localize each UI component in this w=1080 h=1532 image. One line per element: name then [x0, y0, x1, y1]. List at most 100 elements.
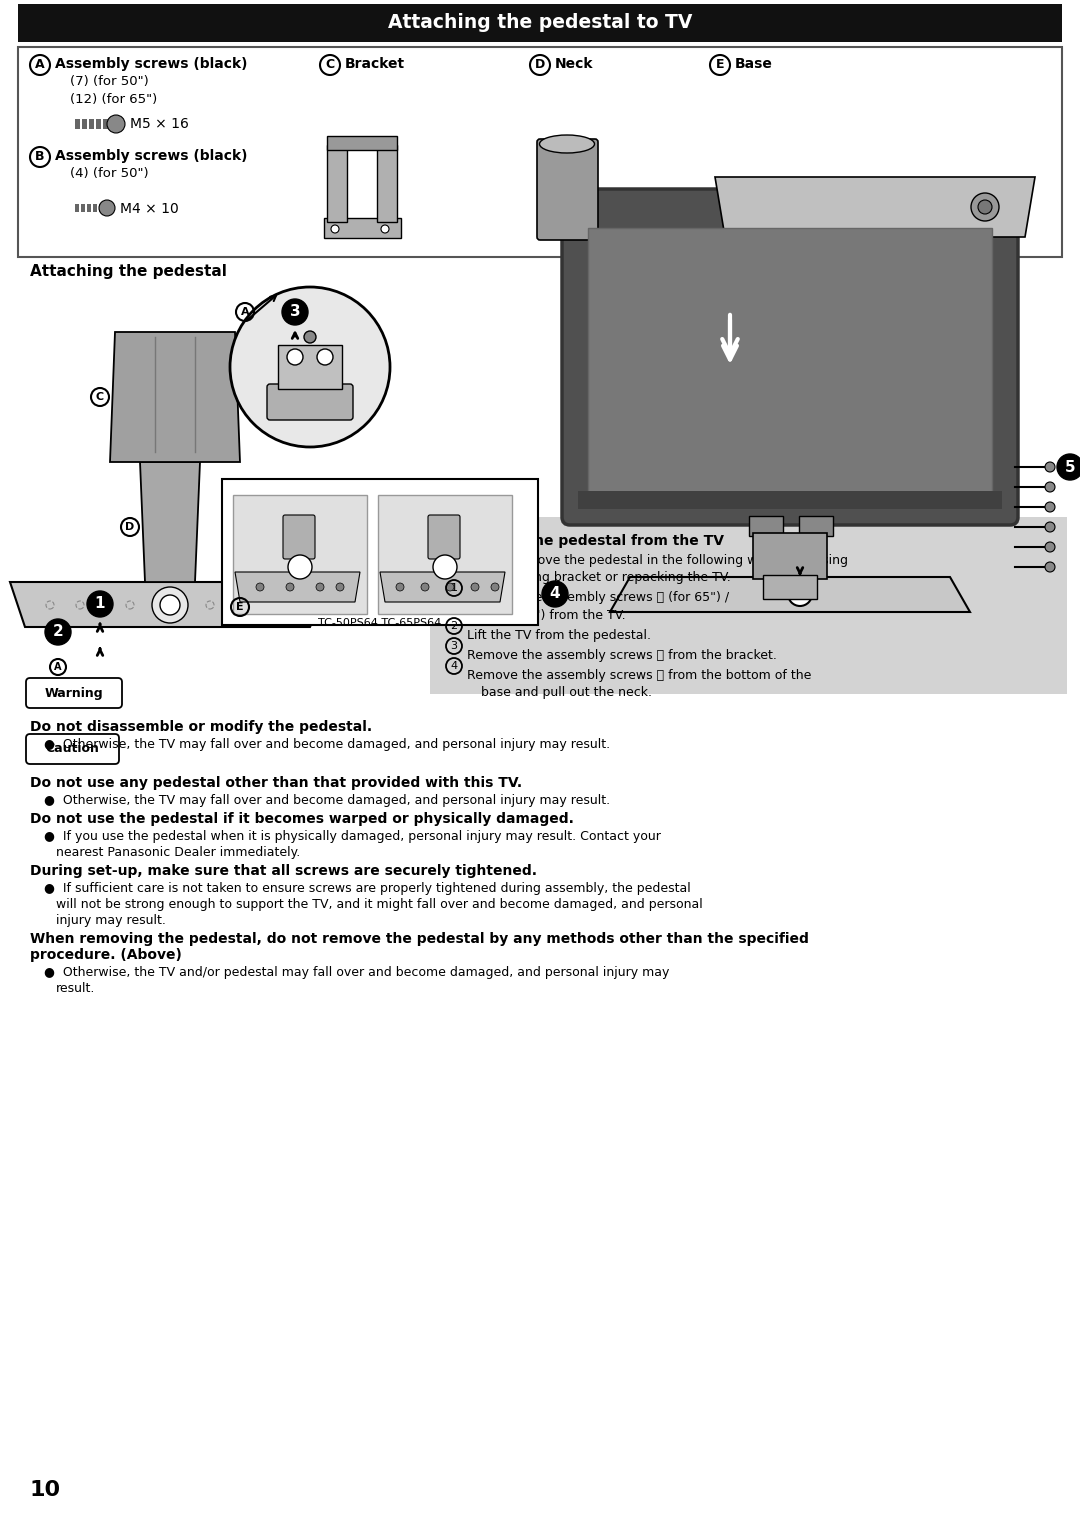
Polygon shape	[715, 178, 1035, 237]
Polygon shape	[10, 582, 330, 627]
Text: 2: 2	[53, 625, 64, 639]
Text: M4 × 10: M4 × 10	[120, 202, 179, 216]
Text: 1: 1	[450, 584, 458, 593]
Text: Remove the assembly screws Ⓐ from the bracket.: Remove the assembly screws Ⓐ from the br…	[467, 650, 777, 662]
Text: result.: result.	[56, 982, 95, 994]
Text: ●  If you use the pedestal when it is physically damaged, personal injury may re: ● If you use the pedestal when it is phy…	[44, 830, 661, 843]
Text: E: E	[716, 58, 725, 72]
Circle shape	[1057, 453, 1080, 480]
Text: A: A	[54, 662, 62, 673]
Text: Warning: Warning	[44, 686, 104, 700]
FancyBboxPatch shape	[378, 495, 512, 614]
Text: Removing the pedestal from the TV: Removing the pedestal from the TV	[445, 535, 724, 548]
Circle shape	[316, 584, 324, 591]
Text: D: D	[125, 522, 135, 532]
FancyBboxPatch shape	[750, 516, 783, 536]
FancyBboxPatch shape	[283, 515, 315, 559]
Circle shape	[318, 349, 333, 365]
Text: Remove the assembly screws Ⓐ (for 65") /: Remove the assembly screws Ⓐ (for 65") /	[467, 591, 729, 604]
Circle shape	[288, 555, 312, 579]
Circle shape	[330, 225, 339, 233]
FancyBboxPatch shape	[96, 119, 102, 129]
FancyBboxPatch shape	[324, 218, 401, 237]
Text: ●  Otherwise, the TV and/or pedestal may fall over and become damaged, and perso: ● Otherwise, the TV and/or pedestal may …	[44, 967, 670, 979]
Text: Ⓑ (for 50") from the TV.: Ⓑ (for 50") from the TV.	[481, 610, 625, 622]
Polygon shape	[235, 571, 360, 602]
Text: When removing the pedestal, do not remove the pedestal by any methods other than: When removing the pedestal, do not remov…	[30, 931, 809, 945]
FancyBboxPatch shape	[578, 490, 1002, 509]
Circle shape	[303, 331, 316, 343]
Text: Lift the TV from the pedestal.: Lift the TV from the pedestal.	[467, 630, 651, 642]
Circle shape	[256, 584, 264, 591]
Text: Base: Base	[735, 57, 773, 70]
FancyBboxPatch shape	[99, 204, 103, 211]
FancyBboxPatch shape	[762, 574, 816, 599]
FancyBboxPatch shape	[87, 204, 91, 211]
Text: 4: 4	[450, 660, 458, 671]
FancyBboxPatch shape	[103, 119, 108, 129]
Text: (4) (for 50"): (4) (for 50")	[70, 167, 149, 179]
Text: 10: 10	[30, 1480, 62, 1500]
Circle shape	[1045, 502, 1055, 512]
Text: E: E	[237, 602, 244, 611]
Text: Be sure to remove the pedestal in the following way when using: Be sure to remove the pedestal in the fo…	[445, 555, 848, 567]
Text: base and pull out the neck.: base and pull out the neck.	[481, 686, 652, 699]
FancyBboxPatch shape	[75, 119, 80, 129]
Text: C: C	[96, 392, 104, 401]
Text: A: A	[36, 58, 44, 72]
Circle shape	[230, 286, 390, 447]
Text: (12) (for 65"): (12) (for 65")	[70, 93, 158, 106]
Text: M5 × 16: M5 × 16	[130, 116, 189, 132]
FancyBboxPatch shape	[222, 480, 538, 625]
Circle shape	[1045, 542, 1055, 552]
Text: Bracket: Bracket	[345, 57, 405, 70]
Text: B: B	[36, 150, 44, 164]
Text: nearest Panasonic Dealer immediately.: nearest Panasonic Dealer immediately.	[56, 846, 300, 859]
FancyBboxPatch shape	[562, 188, 1018, 525]
FancyBboxPatch shape	[267, 385, 353, 420]
FancyBboxPatch shape	[377, 146, 397, 222]
Text: C: C	[325, 58, 335, 72]
Text: A: A	[241, 306, 249, 317]
Text: TC-50PS64 TC-65PS64: TC-50PS64 TC-65PS64	[319, 617, 442, 628]
Circle shape	[287, 349, 303, 365]
Circle shape	[542, 581, 568, 607]
FancyBboxPatch shape	[75, 204, 79, 211]
Circle shape	[1045, 562, 1055, 571]
Text: Do not disassemble or modify the pedestal.: Do not disassemble or modify the pedesta…	[30, 720, 373, 734]
Text: Assembly screws (black): Assembly screws (black)	[55, 57, 247, 70]
Text: Neck: Neck	[555, 57, 594, 70]
Text: 2: 2	[450, 620, 458, 631]
Text: 5: 5	[1065, 460, 1076, 475]
Text: Caution: Caution	[45, 743, 99, 755]
Circle shape	[381, 225, 389, 233]
FancyBboxPatch shape	[18, 5, 1062, 41]
Circle shape	[421, 584, 429, 591]
Circle shape	[336, 584, 345, 591]
Text: D: D	[535, 58, 545, 72]
Circle shape	[107, 115, 125, 133]
FancyBboxPatch shape	[327, 136, 397, 150]
Text: the wall-hanging bracket or repacking the TV.: the wall-hanging bracket or repacking th…	[445, 571, 731, 584]
Polygon shape	[380, 571, 505, 602]
FancyBboxPatch shape	[537, 139, 598, 241]
Circle shape	[282, 299, 308, 325]
Circle shape	[1045, 483, 1055, 492]
Ellipse shape	[540, 135, 594, 153]
FancyBboxPatch shape	[110, 119, 114, 129]
FancyBboxPatch shape	[278, 345, 342, 389]
FancyBboxPatch shape	[93, 204, 97, 211]
FancyBboxPatch shape	[799, 516, 833, 536]
Text: ●  Otherwise, the TV may fall over and become damaged, and personal injury may r: ● Otherwise, the TV may fall over and be…	[44, 738, 610, 751]
FancyBboxPatch shape	[233, 495, 367, 614]
Circle shape	[160, 594, 180, 614]
Circle shape	[491, 584, 499, 591]
FancyBboxPatch shape	[81, 204, 85, 211]
Text: (7) (for 50"): (7) (for 50")	[70, 75, 149, 87]
FancyBboxPatch shape	[82, 119, 87, 129]
Circle shape	[396, 584, 404, 591]
Text: Do not use the pedestal if it becomes warped or physically damaged.: Do not use the pedestal if it becomes wa…	[30, 812, 573, 826]
Polygon shape	[110, 332, 240, 463]
Circle shape	[433, 555, 457, 579]
FancyBboxPatch shape	[753, 533, 827, 579]
